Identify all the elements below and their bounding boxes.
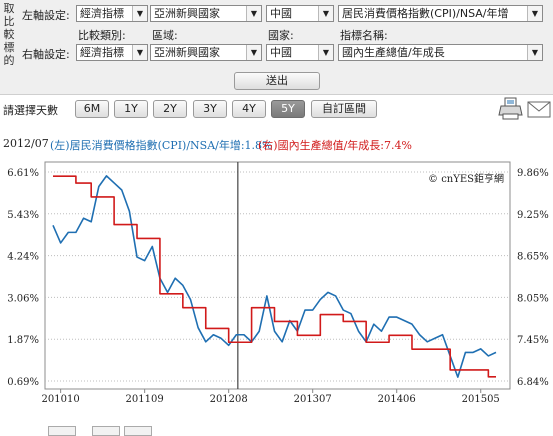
range-button-1y[interactable]: 1Y — [114, 100, 148, 118]
y-left-tick: 5.43% — [7, 210, 39, 221]
right-country-select[interactable]: 中國 ▼ — [266, 44, 334, 61]
chevron-down-icon: ▼ — [318, 45, 333, 60]
scroll-handle-right[interactable] — [124, 426, 152, 436]
envelope-icon[interactable] — [527, 101, 551, 118]
x-tick-label: 201208 — [210, 394, 248, 405]
y-right-tick: 9.25% — [517, 210, 549, 221]
sidebar-char-0: 取 — [3, 2, 15, 15]
y-right-tick: 8.65% — [517, 252, 549, 263]
right-series-title: (右)國內生產總值/年成長:7.4% — [258, 139, 412, 152]
y-left-tick: 4.24% — [7, 252, 39, 263]
right-type-select[interactable]: 經濟指標 ▼ — [76, 44, 148, 61]
range-label: 請選擇天數 — [3, 104, 58, 117]
x-tick-label: 201307 — [294, 394, 332, 405]
cpi-series-line — [52, 175, 497, 378]
scroll-handle-left[interactable] — [48, 426, 76, 436]
sidebar-char-1: 比 — [3, 15, 15, 28]
chevron-down-icon: ▼ — [246, 45, 261, 60]
range-button-6m[interactable]: 6M — [75, 100, 109, 118]
left-axis-label: 左軸設定: — [22, 9, 70, 22]
country-header: 國家: — [268, 29, 294, 42]
right-indicator-select[interactable]: 國內生產總值/年成長 ▼ — [338, 44, 543, 61]
chevron-down-icon: ▼ — [246, 6, 261, 21]
y-left-tick: 1.87% — [7, 335, 39, 346]
left-country-select[interactable]: 中國 ▼ — [266, 5, 334, 22]
region-header: 區域: — [152, 29, 178, 42]
scroll-handle-mid[interactable] — [92, 426, 120, 436]
y-left-tick: 0.69% — [7, 377, 39, 388]
range-button-3y[interactable]: 3Y — [193, 100, 227, 118]
chevron-down-icon: ▼ — [527, 6, 542, 21]
compare-type-header: 比較類別: — [78, 29, 126, 42]
left-type-select[interactable]: 經濟指標 ▼ — [76, 5, 148, 22]
x-axis-labels: 201010 201109 201208 201307 201406 201505 — [42, 389, 500, 405]
custom-range-button[interactable]: 自訂區間 — [311, 100, 377, 118]
chevron-down-icon: ▼ — [132, 45, 147, 60]
y-left-tick: 6.61% — [7, 168, 39, 179]
y-axis-left-labels: 6.61% 5.43% 4.24% 3.06% 1.87% 0.69% — [7, 168, 39, 388]
data-date: 2012/07 — [3, 137, 49, 150]
sidebar-char-4: 的 — [3, 54, 15, 67]
chevron-down-icon: ▼ — [527, 45, 542, 60]
chart: 6.61% 5.43% 4.24% 3.06% 1.87% 0.69% 9.86% 9.25… — [7, 161, 549, 405]
gdp-series-line — [53, 175, 496, 378]
series-lines — [52, 175, 497, 378]
submit-button[interactable]: 送出 — [234, 72, 320, 90]
y-left-tick: 3.06% — [7, 293, 39, 304]
left-indicator-select[interactable]: 居民消費價格指數(CPI)/NSA/年增 ▼ — [338, 5, 543, 22]
x-tick-label: 201010 — [42, 394, 80, 405]
compare-target-label: 取比較標的 — [2, 2, 16, 67]
y-axis-right-labels: 9.86% 9.25% 8.65% 8.05% 7.45% 6.84% — [517, 168, 549, 388]
grid-lines — [44, 161, 511, 390]
range-button-5y[interactable]: 5Y — [271, 100, 305, 118]
chevron-down-icon: ▼ — [132, 6, 147, 21]
watermark: © cnYES鉅亨網 — [428, 172, 504, 185]
right-axis-label: 右軸設定: — [22, 48, 70, 61]
y-right-tick: 6.84% — [517, 377, 549, 388]
x-tick-label: 201406 — [378, 394, 416, 405]
chevron-down-icon: ▼ — [318, 6, 333, 21]
y-right-tick: 7.45% — [517, 335, 549, 346]
x-tick-label: 201505 — [462, 394, 500, 405]
range-button-2y[interactable]: 2Y — [153, 100, 187, 118]
y-right-tick: 9.86% — [517, 168, 549, 179]
sidebar-char-3: 標 — [3, 41, 15, 54]
left-region-select[interactable]: 亞洲新興國家 ▼ — [150, 5, 262, 22]
printer-icon[interactable] — [498, 97, 524, 121]
right-region-select[interactable]: 亞洲新興國家 ▼ — [150, 44, 262, 61]
left-series-title: (左)居民消費價格指數(CPI)/NSA/年增:1.8% — [50, 139, 273, 152]
sidebar-char-2: 較 — [3, 28, 15, 41]
x-tick-label: 201109 — [126, 394, 164, 405]
y-right-tick: 8.05% — [517, 293, 549, 304]
plot-frame — [44, 161, 511, 390]
range-button-4y[interactable]: 4Y — [232, 100, 266, 118]
indicator-header: 指標名稱: — [340, 29, 388, 42]
settings-panel: 取比較標的 左軸設定: 經濟指標 ▼ 亞洲新興國家 ▼ 中國 ▼ 居民消費價格指數(C… — [0, 0, 553, 95]
